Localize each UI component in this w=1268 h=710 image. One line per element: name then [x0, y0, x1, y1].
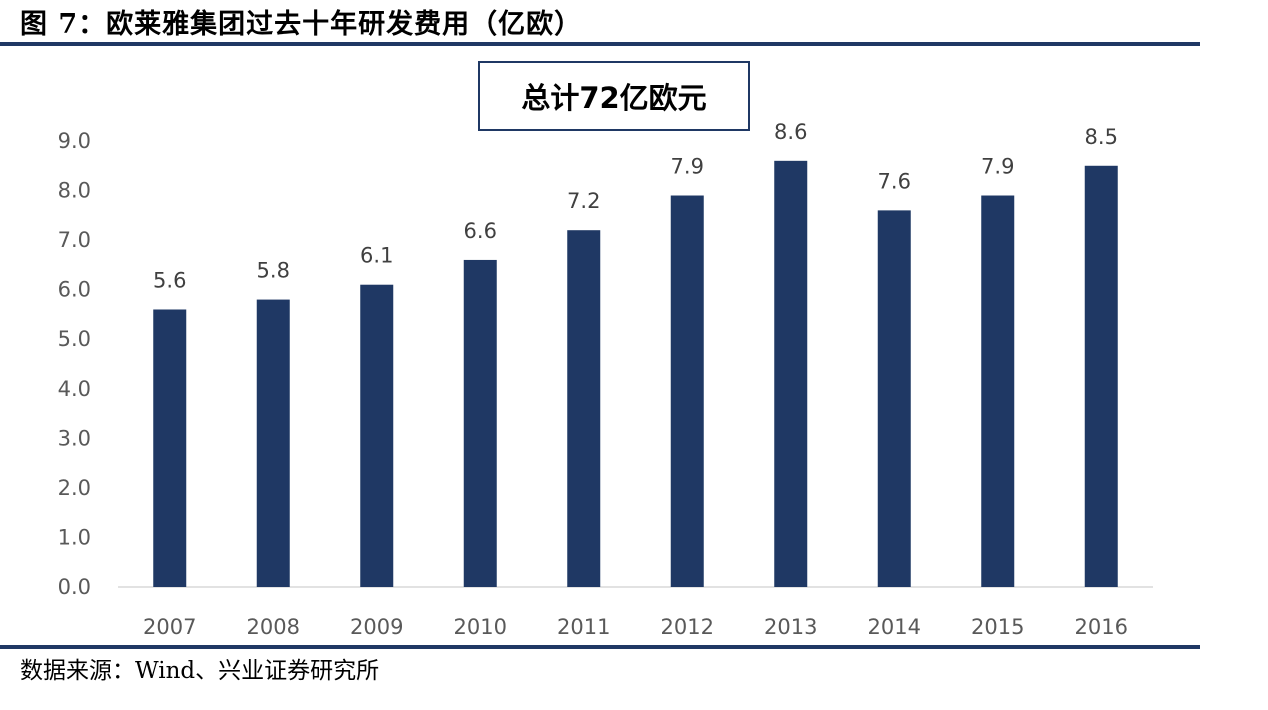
- x-tick-label: 2011: [557, 615, 610, 639]
- x-tick-label: 2014: [868, 615, 921, 639]
- data-label: 8.5: [1085, 125, 1118, 149]
- y-tick-label: 8.0: [58, 179, 91, 203]
- y-tick-label: 2.0: [58, 476, 91, 500]
- data-label: 5.8: [257, 259, 290, 283]
- bar-2016: [1084, 165, 1118, 587]
- bar-2013: [774, 160, 808, 588]
- x-tick-label: 2009: [350, 615, 403, 639]
- bar-2009: [360, 284, 394, 587]
- x-tick-label: 2012: [661, 615, 714, 639]
- bars: [153, 160, 1118, 588]
- y-tick-label: 3.0: [58, 426, 91, 450]
- y-axis-ticks: 0.0 1.0 2.0 3.0 4.0 5.0 6.0 7.0 8.0 9.0: [58, 129, 91, 599]
- x-tick-label: 2013: [764, 615, 817, 639]
- y-tick-label: 0.0: [58, 575, 91, 599]
- x-axis-ticks: 2007 2008 2009 2010 2011 2012 2013 2014 2015 2016: [143, 615, 1128, 639]
- y-tick-label: 9.0: [58, 129, 91, 153]
- x-tick-label: 2008: [247, 615, 300, 639]
- y-tick-label: 7.0: [58, 228, 91, 252]
- bar-2010: [463, 259, 497, 587]
- x-tick-label: 2015: [971, 615, 1024, 639]
- y-tick-label: 4.0: [58, 377, 91, 401]
- bar-chart: 0.0 1.0 2.0 3.0 4.0 5.0 6.0 7.0 8.0 9.0 5.6 5.8 6.1…: [58, 120, 1153, 639]
- x-tick-label: 2010: [454, 615, 507, 639]
- figure-title: 图 7：欧莱雅集团过去十年研发费用（亿欧）: [20, 9, 583, 40]
- data-label: 5.6: [153, 268, 186, 292]
- bar-2008: [256, 299, 290, 587]
- bar-2012: [670, 195, 704, 587]
- x-tick-label: 2016: [1075, 615, 1128, 639]
- bar-2014: [877, 210, 911, 587]
- data-labels: 5.6 5.8 6.1 6.6 7.2 7.9 8.6 7.6 7.9 8.5: [153, 120, 1118, 293]
- y-tick-label: 6.0: [58, 278, 91, 302]
- data-label: 8.6: [774, 120, 807, 144]
- data-label: 7.9: [671, 155, 704, 179]
- data-label: 7.2: [567, 189, 600, 213]
- source-note: 数据来源：Wind、兴业证券研究所: [20, 658, 380, 684]
- data-label: 7.9: [981, 155, 1014, 179]
- y-tick-label: 5.0: [58, 327, 91, 351]
- bar-2007: [153, 309, 187, 587]
- data-label: 7.6: [878, 169, 911, 193]
- x-tick-label: 2007: [143, 615, 196, 639]
- data-label: 6.1: [360, 244, 393, 268]
- data-label: 6.6: [464, 219, 497, 243]
- bar-2015: [981, 195, 1015, 587]
- top-rule: [0, 42, 1200, 46]
- bar-2011: [567, 230, 601, 587]
- total-annotation-box: 总计72亿欧元: [478, 61, 750, 131]
- bottom-rule: [0, 645, 1200, 649]
- y-tick-label: 1.0: [58, 525, 91, 549]
